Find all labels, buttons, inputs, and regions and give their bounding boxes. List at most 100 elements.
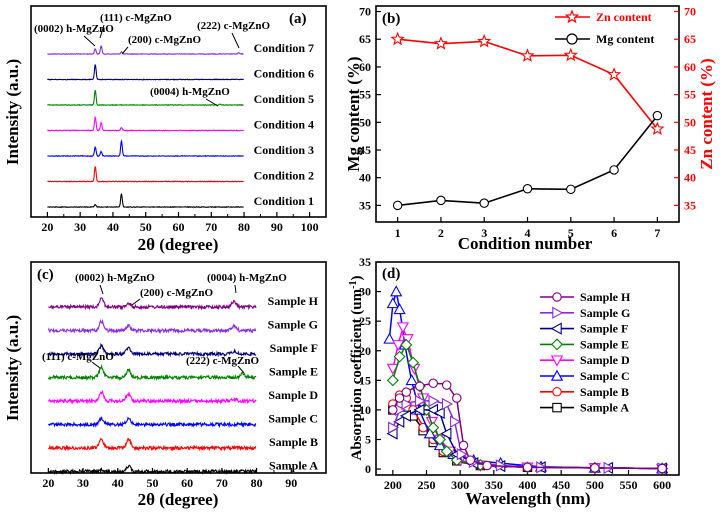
- point-sample-e-260: [427, 421, 440, 434]
- x-tick-label-1: 1: [395, 226, 401, 240]
- panel-d-series: [383, 285, 669, 475]
- y-tick-label-right-55: 55: [684, 88, 696, 102]
- point-sample-h-240: [415, 381, 425, 391]
- annotation-c-222-arrow: [237, 365, 245, 374]
- legend-d-marker-sample-c: [550, 369, 564, 381]
- y-tick-label-left-55: 55: [359, 88, 371, 102]
- annotation-c-222: (222) c-MgZnO: [186, 355, 259, 367]
- point-sample-h-295: [452, 393, 462, 403]
- panel-a-traces: [47, 45, 244, 209]
- point-sample-h-500: [590, 463, 600, 473]
- trace-sample-b: [48, 437, 257, 452]
- y-tick-label-5: 5: [365, 433, 371, 447]
- x-tick-label-4: 4: [525, 226, 531, 240]
- point-sample-d-215: [396, 322, 410, 334]
- point-sample-g-280: [441, 397, 454, 411]
- point-zn-content-4: [520, 48, 535, 62]
- panel-b-letter: (b): [382, 11, 400, 27]
- point-sample-h-260: [428, 378, 438, 389]
- x-tick-label-40: 40: [107, 220, 119, 234]
- legend-b-mg-marker: [566, 33, 578, 45]
- annotation-a-222: (222) c-MgZnO: [197, 20, 270, 32]
- panel-b-series: [390, 31, 665, 211]
- trace-label-sample-b: Sample B: [269, 435, 318, 449]
- legend-d-label-sample-a: Sample A: [580, 401, 629, 415]
- panel-d-xlabel: Wavelength (nm): [465, 489, 590, 508]
- point-mg-content-5: [566, 184, 576, 195]
- annotation-c-0004-arrow: [234, 284, 237, 294]
- x-tick-label-60: 60: [173, 220, 185, 234]
- trace-sample-e: [47, 364, 257, 382]
- x-tick-label-600: 600: [653, 478, 671, 492]
- point-zn-content-1: [390, 31, 405, 46]
- legend-d-marker-sample-g: [552, 306, 564, 319]
- point-sample-c-255: [423, 427, 436, 439]
- trace-label-condition-1: Condition 1: [254, 194, 314, 208]
- point-zn-content-6: [606, 67, 622, 81]
- y-tick-label-right-60: 60: [684, 60, 696, 74]
- x-tick-label-80: 80: [251, 476, 263, 490]
- annotation-c-111-arrow: [91, 361, 101, 369]
- y-tick-label-15: 15: [359, 373, 371, 387]
- panel-a-xrd-conditions: Condition 7 Condition 6 Condition 5 Conditi…: [3, 5, 327, 254]
- x-tick-label-3: 3: [481, 226, 487, 240]
- point-sample-g-260: [428, 394, 440, 408]
- annotation-a-200: (200) c-MgZnO: [128, 34, 201, 46]
- y-tick-label-left-40: 40: [359, 171, 371, 185]
- point-sample-g-292: [450, 415, 462, 428]
- trace-sample-f: [47, 342, 257, 358]
- annotation-c-111: (111) c-MgZnO: [42, 351, 114, 363]
- annotation-c-0002: (0002) h-MgZnO: [75, 272, 155, 284]
- y-tick-label-left-70: 70: [359, 5, 371, 19]
- panel-b-ylabel-right: Zn content (%): [697, 58, 716, 169]
- trace-label-sample-d: Sample D: [268, 388, 318, 402]
- trace-label-condition-4: Condition 4: [254, 118, 314, 132]
- point-sample-g-220: [401, 397, 413, 411]
- point-sample-e-220: [400, 338, 413, 351]
- y-tick-label-right-50: 50: [684, 115, 696, 129]
- panel-b-ylabel-left: Mg content (%): [344, 56, 363, 171]
- y-tick-label-left-35: 35: [359, 198, 371, 212]
- panel-a-letter: (a): [289, 11, 307, 27]
- trace-label-sample-a: Sample A: [269, 459, 318, 473]
- x-tick-label-300: 300: [451, 478, 469, 492]
- point-sample-d-208: [392, 340, 405, 352]
- annotation-a-111: (111) c-MgZnO: [100, 12, 172, 24]
- point-zn-content-3: [477, 33, 492, 48]
- panel-a-ylabel: Intensity (a.u.): [3, 59, 22, 165]
- panel-d-ylabel: Absorption coefficient (um-1): [348, 276, 365, 461]
- annotation-a-111-arrow: [99, 24, 105, 39]
- x-tick-label-80: 80: [238, 220, 250, 234]
- trace-label-condition-3: Condition 3: [254, 143, 314, 157]
- y-tick-label-right-35: 35: [684, 198, 696, 212]
- point-sample-f-270: [433, 406, 445, 420]
- legend-d-marker-sample-e: [551, 338, 563, 351]
- y-tick-label-left-60: 60: [359, 60, 371, 74]
- point-sample-e-210: [393, 350, 406, 363]
- point-sample-h-210: [394, 393, 405, 403]
- trace-label-sample-c: Sample C: [268, 412, 318, 426]
- point-sample-h-280: [441, 380, 452, 390]
- legend-b-mg-label: Mg content: [596, 32, 654, 46]
- panel-d-ylabel-main: Absorption coefficient (um: [349, 288, 365, 460]
- panel-a-x-ticks: 20 30 40 50 60 70 80 90 100: [41, 212, 319, 234]
- y-tick-label-20: 20: [359, 344, 371, 358]
- point-sample-c-195: [383, 332, 396, 344]
- point-sample-h-220: [401, 387, 412, 397]
- trace-label-sample-f: Sample F: [270, 341, 318, 355]
- point-mg-content-3: [479, 198, 489, 208]
- annotation-a-200-arrow: [121, 46, 129, 55]
- legend-b-zn-label: Zn content: [596, 10, 652, 24]
- panel-a-trace-labels: Condition 7 Condition 6 Condition 5 Conditi…: [254, 41, 314, 208]
- x-tick-label-400: 400: [519, 478, 537, 492]
- panel-c-x-ticks: 20 30 40 50 60 70 80 90: [42, 468, 297, 490]
- panel-c-trace-labels: Sample H Sample G Sample F Sample E Sample D…: [268, 294, 319, 473]
- trace-condition-2: [47, 165, 244, 183]
- x-tick-label-450: 450: [552, 478, 570, 492]
- point-mg-content-4: [522, 184, 533, 194]
- panel-b-legend: Zn content Mg content: [555, 9, 654, 46]
- x-tick-label-6: 6: [611, 226, 617, 240]
- trace-condition-7: [47, 45, 244, 56]
- annotation-a-0004: (0004) h-MgZnO: [150, 86, 230, 98]
